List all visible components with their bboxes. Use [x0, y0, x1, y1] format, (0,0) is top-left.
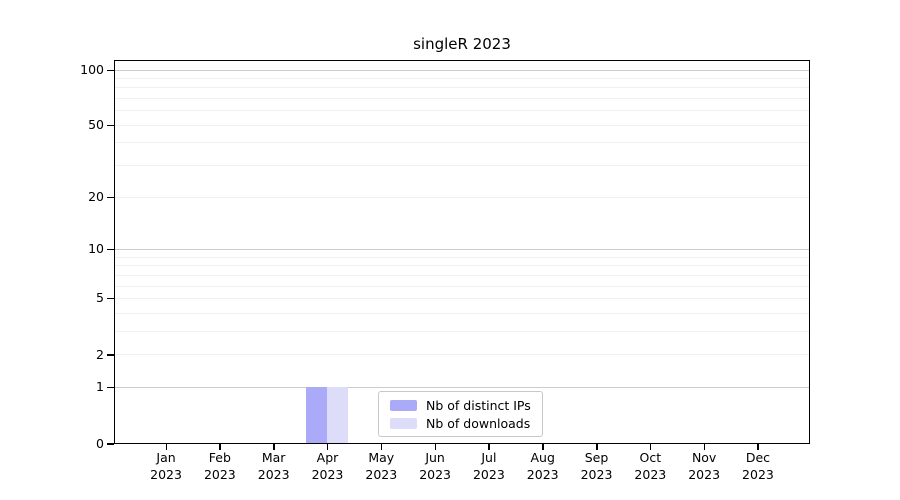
x-axis-tick [596, 444, 598, 450]
minor-gridline [115, 265, 809, 267]
y-axis-tick [107, 443, 114, 445]
minor-gridline [115, 98, 809, 100]
minor-gridline [115, 312, 809, 314]
x-axis-tick [326, 444, 329, 450]
y-axis-tick-label: 100 [80, 62, 104, 77]
y-axis-tick-label: 5 [96, 290, 104, 306]
y-axis-tick [107, 354, 114, 356]
month-label: Oct [639, 450, 662, 465]
major-gridline [115, 248, 809, 250]
year-label: 2023 [150, 466, 182, 482]
x-axis-tick [434, 444, 437, 450]
y-axis-tick-label: 10 [88, 241, 104, 257]
legend-swatch-distinct-ips [390, 399, 417, 411]
month-label: Jun [425, 450, 445, 465]
minor-gridline [115, 196, 809, 198]
legend-entry-distinct-ips: Nb of distinct IPs [390, 398, 542, 413]
year-label: 2023 [472, 466, 505, 482]
bar-downloads [327, 387, 349, 444]
x-axis-tick-label: Oct 2023 [618, 450, 682, 483]
month-label: May [368, 450, 395, 465]
year-label: 2023 [580, 466, 613, 482]
legend-label-distinct-ips: Nb of distinct IPs [426, 397, 531, 413]
x-axis-tick-label: Jan 2023 [134, 450, 198, 483]
minor-gridline [115, 297, 809, 299]
minor-gridline [115, 124, 809, 126]
y-axis-tick-label: 1 [96, 379, 104, 395]
x-axis-tick-label: Apr 2023 [295, 450, 359, 483]
x-axis-tick [703, 444, 706, 450]
y-axis-tick [107, 297, 114, 300]
major-gridline [115, 386, 809, 388]
x-axis-tick-label: Jul 2023 [457, 450, 521, 483]
x-axis-tick [488, 444, 490, 450]
bar-distinct-ips [306, 387, 328, 444]
y-axis-tick [107, 124, 114, 127]
year-label: 2023 [419, 466, 451, 482]
year-label: 2023 [688, 466, 721, 482]
month-label: Jul [481, 450, 497, 465]
legend-label-downloads: Nb of downloads [426, 415, 531, 431]
y-axis-tick [107, 69, 114, 71]
month-label: Apr [316, 450, 339, 465]
y-axis-tick [107, 248, 114, 251]
x-axis-tick-label: Feb 2023 [188, 450, 252, 483]
legend: Nb of distinct IPs Nb of downloads [378, 391, 543, 437]
year-label: 2023 [526, 466, 559, 482]
x-axis-tick [219, 444, 221, 450]
x-axis-tick [273, 444, 275, 450]
month-label: Jan [156, 450, 176, 465]
x-axis-tick [165, 444, 168, 450]
y-axis-tick-label: 0 [96, 435, 104, 451]
month-label: Sep [584, 450, 609, 465]
minor-gridline [115, 77, 809, 79]
minor-gridline [115, 274, 809, 276]
y-axis-tick-label: 50 [88, 117, 104, 133]
x-axis-tick-label: Aug 2023 [511, 450, 575, 483]
x-axis-tick-label: Dec 2023 [726, 450, 790, 483]
x-axis-tick [542, 444, 544, 450]
year-label: 2023 [311, 466, 344, 482]
year-label: 2023 [257, 466, 290, 482]
month-label: Mar [261, 450, 286, 465]
x-axis-tick-label: May 2023 [349, 450, 413, 483]
x-axis-tick-label: Nov 2023 [672, 450, 736, 483]
month-label: Aug [530, 450, 555, 465]
legend-entry-downloads: Nb of downloads [390, 416, 542, 431]
minor-gridline [115, 165, 809, 167]
month-label: Feb [208, 450, 231, 465]
x-axis-tick-label: Sep 2023 [565, 450, 629, 483]
y-axis-tick [107, 196, 114, 199]
y-axis-tick-label: 2 [96, 346, 104, 362]
minor-gridline [115, 142, 809, 144]
year-label: 2023 [365, 466, 398, 482]
month-label: Dec [745, 450, 771, 465]
chart-title: singleR 2023 [413, 35, 511, 53]
minor-gridline [115, 285, 809, 287]
minor-gridline [115, 87, 809, 89]
x-axis-tick [757, 444, 759, 450]
year-label: 2023 [634, 466, 667, 482]
x-axis-tick-label: Mar 2023 [242, 450, 306, 483]
minor-gridline [115, 256, 809, 258]
year-label: 2023 [742, 466, 774, 482]
major-gridline [115, 69, 809, 71]
minor-gridline [115, 330, 809, 332]
legend-swatch-downloads [390, 417, 417, 429]
x-axis-tick [380, 444, 383, 450]
x-axis-tick [649, 444, 652, 450]
minor-gridline [115, 110, 809, 112]
x-axis-tick-label: Jun 2023 [403, 450, 467, 483]
year-label: 2023 [203, 466, 236, 482]
month-label: Nov [691, 450, 717, 465]
y-axis-tick [107, 386, 114, 389]
y-axis-tick-label: 20 [88, 189, 104, 205]
minor-gridline [115, 354, 809, 356]
